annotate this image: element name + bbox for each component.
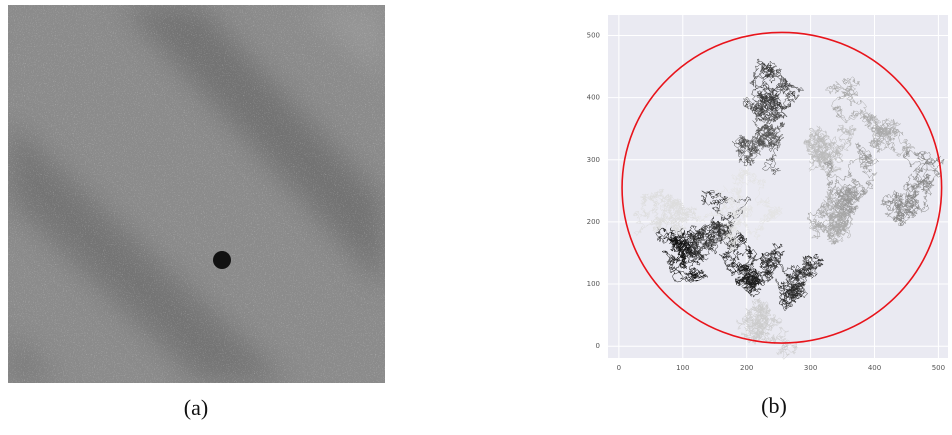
walk-segment (696, 168, 784, 252)
y-tick-label: 200 (587, 218, 600, 226)
caption: (a) (184, 395, 208, 420)
plot-area (608, 15, 948, 358)
walk-segment (803, 124, 857, 177)
walk-segment (655, 224, 709, 283)
boundary-circle (621, 31, 943, 344)
walk-segment (880, 149, 945, 227)
walk-segment (825, 76, 916, 158)
walk-segment (719, 230, 786, 298)
x-tick-label: 400 (868, 364, 881, 372)
walk-segment (754, 251, 825, 312)
walk-segment (823, 142, 879, 228)
x-tick-label: 200 (740, 364, 753, 372)
walk-segment (684, 190, 752, 263)
walk-segment (806, 188, 854, 246)
x-tick-label: 0 (617, 364, 621, 372)
y-tick-label: 0 (596, 342, 600, 350)
trajectory (632, 58, 945, 360)
y-tick-label: 100 (587, 280, 600, 288)
y-tick-label: 500 (587, 32, 600, 40)
walk-segment (743, 58, 805, 125)
walk-segment (736, 297, 798, 360)
caption: (b) (761, 393, 787, 418)
walk-segment (632, 188, 699, 237)
x-tick-label: 500 (932, 364, 945, 372)
x-tick-label: 100 (676, 364, 689, 372)
y-tick-label: 300 (587, 156, 600, 164)
y-tick-label: 400 (587, 94, 600, 102)
microscope-image (8, 5, 385, 383)
x-tick-label: 300 (804, 364, 817, 372)
walk-segment (731, 96, 785, 176)
